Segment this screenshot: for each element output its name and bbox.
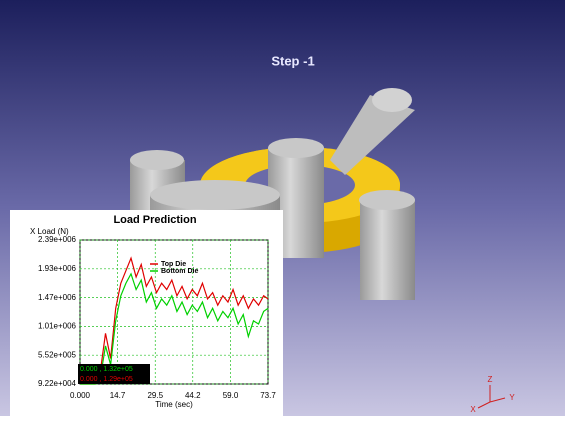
legend-label: Bottom Die (161, 268, 198, 275)
chart-title: Load Prediction (113, 214, 196, 226)
x-tick-label: 0.000 (70, 391, 91, 400)
y-tick-label: 1.93e+006 (38, 264, 77, 273)
x-tick-label: 29.5 (147, 391, 163, 400)
annotation: 0.000 , 1.29e+05 (80, 376, 133, 383)
x-tick-label: 14.7 (110, 391, 126, 400)
y-tick-label: 1.47e+006 (38, 293, 77, 302)
x-axis-label: Time (sec) (155, 400, 193, 409)
legend-label: Top Die (161, 261, 186, 268)
y-tick-label: 9.22e+004 (38, 379, 77, 388)
triad-x: X (470, 405, 476, 414)
triad-z: Z (488, 375, 493, 384)
x-tick-label: 44.2 (185, 391, 201, 400)
screen: Step -1 Z Y X Load Prediction X Load (N)… (0, 0, 565, 416)
annotation: 0.000 , 1.32e+05 (80, 366, 133, 373)
step-label: Step -1 (271, 53, 314, 68)
y-tick-label: 2.39e+006 (38, 235, 77, 244)
triad-y: Y (509, 393, 515, 402)
y-tick-label: 1.01e+006 (38, 322, 77, 331)
x-tick-label: 73.7 (260, 391, 276, 400)
x-tick-label: 59.0 (223, 391, 239, 400)
y-tick-label: 5.52e+005 (38, 350, 77, 359)
